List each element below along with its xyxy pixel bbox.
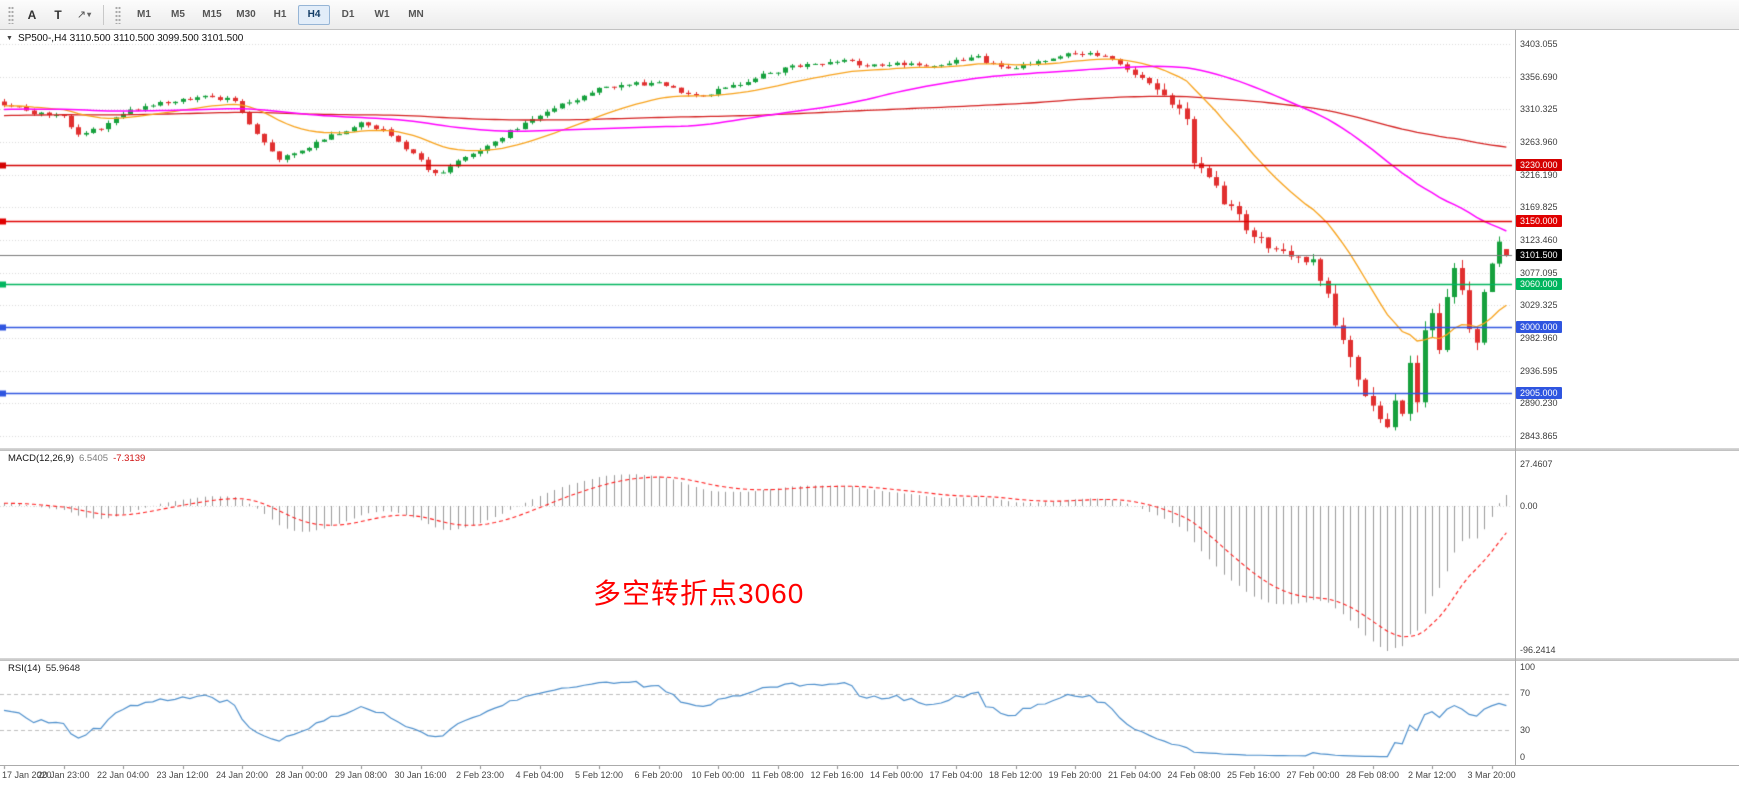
text-label-tool-button[interactable]: T xyxy=(54,7,62,22)
price-level-badge: 3150.000 xyxy=(1516,215,1562,227)
rsi-label: RSI(14) xyxy=(8,663,41,674)
time-axis-label: 19 Feb 20:00 xyxy=(1048,770,1102,780)
timeframe-m30-button[interactable]: M30 xyxy=(236,9,256,20)
time-axis-border xyxy=(0,765,1739,766)
timeframe-mn-button[interactable]: MN xyxy=(408,9,424,20)
time-axis-label: 23 Jan 12:00 xyxy=(156,770,209,780)
time-axis-label: 22 Jan 04:00 xyxy=(96,770,150,780)
timeframe-d1-button[interactable]: D1 xyxy=(341,9,355,20)
time-axis-label: 6 Feb 20:00 xyxy=(634,770,683,780)
price-axis-label: 3169.825 xyxy=(1520,202,1558,212)
time-axis-label: 2 Feb 23:00 xyxy=(455,770,505,780)
arrows-dropdown-button[interactable]: ↗ ▾ xyxy=(72,4,96,26)
panel-separator-macd[interactable] xyxy=(0,448,1739,451)
price-axis-label: 3029.325 xyxy=(1520,300,1558,310)
text-tool-a-button[interactable]: A xyxy=(27,7,37,22)
price-axis-label: 2982.960 xyxy=(1520,333,1558,343)
time-axis-label: 29 Jan 08:00 xyxy=(334,770,388,780)
price-axis-label: 3310.325 xyxy=(1520,104,1558,114)
price-axis-label: 3403.055 xyxy=(1520,39,1558,49)
toolbar-separator xyxy=(103,4,104,25)
time-axis-label: 20 Jan 23:00 xyxy=(37,770,90,780)
price-axis-label: 2843.865 xyxy=(1520,431,1558,441)
current-price-badge: 3101.500 xyxy=(1516,249,1562,261)
time-axis-label: 24 Jan 20:00 xyxy=(215,770,269,780)
arrow-tool-icon: ↗ xyxy=(76,9,87,21)
price-level-badge: 3060.000 xyxy=(1516,278,1562,290)
time-axis-label: 2 Mar 12:00 xyxy=(1407,770,1457,780)
time-axis-label: 14 Feb 00:00 xyxy=(869,770,924,780)
price-axis-label: 3263.960 xyxy=(1520,137,1558,147)
timeframes-grip[interactable] xyxy=(115,5,121,24)
time-axis-label: 12 Feb 16:00 xyxy=(810,770,864,780)
timeframe-m1-button[interactable]: M1 xyxy=(137,9,151,20)
time-axis-label: 24 Feb 08:00 xyxy=(1167,770,1221,780)
toolbar: A T ↗ ▾ M1 M5 M15 M30 H1 H4 D1 W1 MN xyxy=(0,0,1739,30)
macd-label: MACD(12,26,9) xyxy=(8,453,74,464)
macd-axis-max: 27.4607 xyxy=(1520,459,1553,469)
time-axis-label: 10 Feb 00:00 xyxy=(691,770,745,780)
price-scale-border[interactable] xyxy=(1515,30,1516,765)
macd-axis-min: -96.2414 xyxy=(1520,645,1556,655)
time-axis-label: 28 Feb 08:00 xyxy=(1345,770,1400,780)
time-axis-label: 18 Feb 12:00 xyxy=(988,770,1043,780)
timeframe-w1-button[interactable]: W1 xyxy=(374,9,390,20)
price-level-badge: 3230.000 xyxy=(1516,159,1562,171)
timeframes-bar: M1 M5 M15 M30 H1 H4 D1 W1 MN xyxy=(127,4,433,25)
chart-collapse-icon[interactable]: ▼ xyxy=(6,35,13,42)
timeframe-m15-button[interactable]: M15 xyxy=(202,9,222,20)
rsi-axis-100: 100 xyxy=(1520,662,1536,672)
chevron-down-icon: ▾ xyxy=(87,10,92,19)
time-axis-label: 17 Feb 04:00 xyxy=(929,770,983,780)
price-axis-label: 3123.460 xyxy=(1520,235,1558,245)
price-level-badge: 2905.000 xyxy=(1516,387,1562,399)
time-axis-label: 30 Jan 16:00 xyxy=(394,770,447,780)
price-axis-label: 3077.095 xyxy=(1520,268,1558,278)
price-axis-label: 2936.595 xyxy=(1520,366,1558,376)
panel-separator-rsi[interactable] xyxy=(0,658,1739,661)
timeframe-h1-button[interactable]: H1 xyxy=(273,9,287,20)
macd-main-value: 6.5405 xyxy=(79,453,109,464)
time-axis-label: 11 Feb 08:00 xyxy=(751,770,804,780)
price-axis-label: 2890.230 xyxy=(1520,398,1558,408)
rsi-axis-30: 30 xyxy=(1520,725,1531,735)
chart-ohlc-text: SP500-,H4 3110.500 3110.500 3099.500 310… xyxy=(17,33,244,44)
time-axis-label: 17 Jan 2020 xyxy=(2,770,52,780)
time-axis-label: 25 Feb 16:00 xyxy=(1226,770,1281,780)
rsi-axis-70: 70 xyxy=(1520,688,1531,698)
macd-axis-zero: 0.00 xyxy=(1520,501,1538,511)
macd-signal-value: -7.3139 xyxy=(113,453,146,464)
chart-ohlc-header: ▼ SP500-,H4 3110.500 3110.500 3099.500 3… xyxy=(6,33,243,44)
time-axis-label: 3 Mar 20:00 xyxy=(1467,770,1516,780)
price-axis-label: 3356.690 xyxy=(1520,72,1558,82)
price-level-badge: 3000.000 xyxy=(1516,321,1562,333)
time-axis-label: 21 Feb 04:00 xyxy=(1107,770,1162,780)
timeframe-m5-button[interactable]: M5 xyxy=(171,9,185,20)
timeframe-h4-button[interactable]: H4 xyxy=(298,4,330,25)
time-axis-label: 4 Feb 04:00 xyxy=(515,770,564,780)
time-axis-label: 28 Jan 00:00 xyxy=(275,770,328,780)
price-axis-label: 3216.190 xyxy=(1520,170,1558,180)
rsi-value: 55.9648 xyxy=(45,663,81,674)
rsi-header: RSI(14) 55.9648 xyxy=(8,663,80,674)
chart-text-annotation[interactable]: 多空转折点3060 xyxy=(593,578,805,609)
macd-header: MACD(12,26,9) 6.5405 -7.3139 xyxy=(8,453,145,464)
rsi-axis-0: 0 xyxy=(1520,752,1526,762)
time-axis-label: 27 Feb 00:00 xyxy=(1286,770,1340,780)
toolbar-grip[interactable] xyxy=(8,5,14,24)
time-axis-label: 5 Feb 12:00 xyxy=(574,770,624,780)
